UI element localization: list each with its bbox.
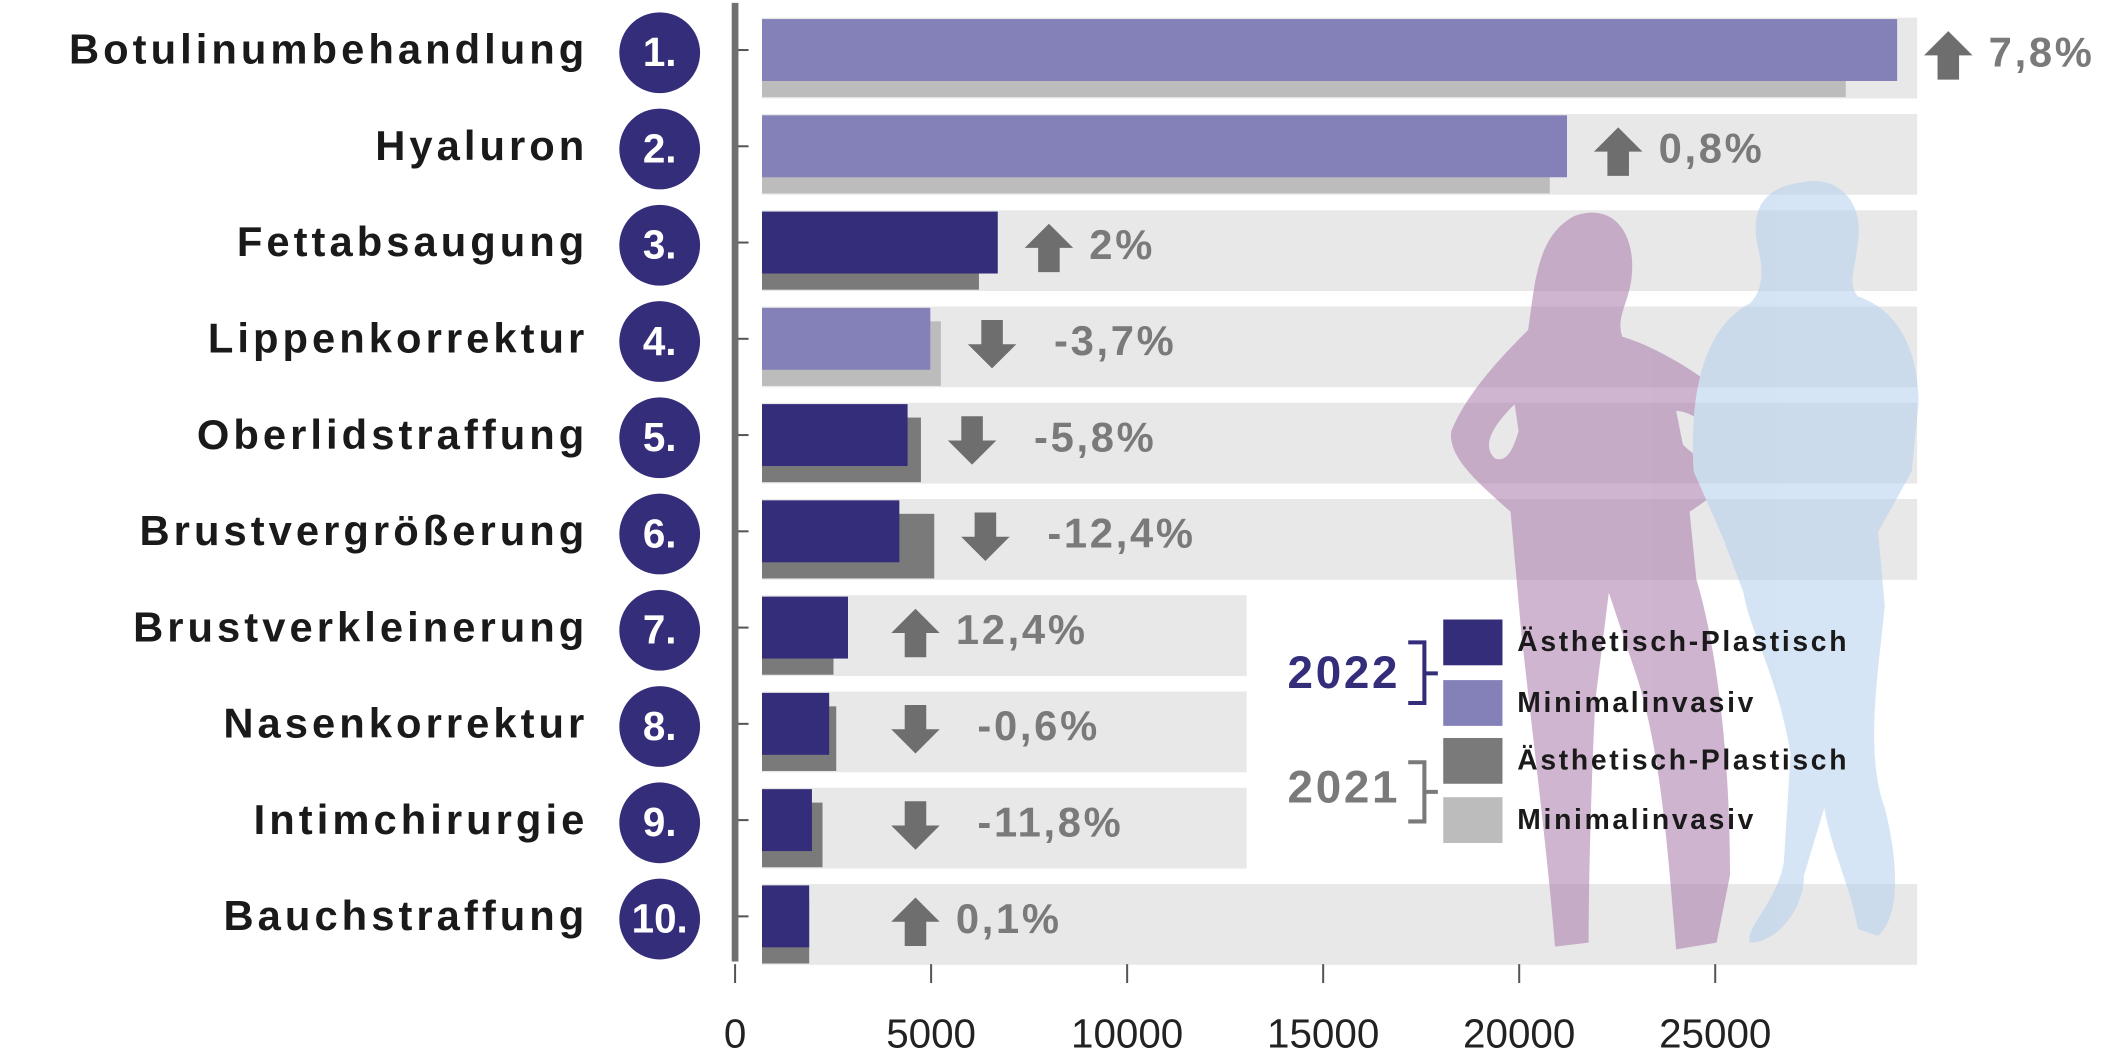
legend-swatch (1443, 797, 1503, 843)
legend-swatch (1443, 680, 1503, 726)
row-band (762, 691, 1247, 773)
y-tick-label: Nasenkorrektur (223, 700, 588, 747)
change-label: 2% (1089, 221, 1155, 268)
bar (762, 404, 908, 467)
rank-label: 6. (643, 510, 677, 556)
x-tick-label: 10000 (1071, 1011, 1183, 1057)
rank-label: 10. (632, 895, 688, 941)
rank-badge (619, 686, 701, 767)
rank-badge (619, 589, 701, 671)
x-tick-label: 15000 (1267, 1011, 1379, 1057)
rank-badge (619, 397, 701, 479)
legend-label: Minimalinvasiv (1517, 803, 1756, 835)
y-tick-label: Hyaluron (375, 122, 588, 169)
bar (762, 19, 1898, 81)
row-band (762, 884, 1918, 965)
rank-badge (619, 782, 701, 864)
y-tick-label: Bauchstraffung (224, 892, 589, 939)
rank-badge (619, 301, 701, 382)
trend-arrow (1593, 127, 1643, 176)
legend-label: Ästhetisch-Plastisch (1517, 744, 1849, 776)
rank-badge (619, 108, 701, 190)
trend-arrow (891, 801, 940, 850)
legend-group-label: 2022 (1288, 647, 1401, 698)
legend-swatch (1443, 737, 1503, 784)
trend-arrow (891, 897, 940, 946)
legend-group-label: 2021 (1288, 762, 1401, 813)
y-tick-label: Brustverkleinerung (133, 603, 588, 650)
rank-label: 8. (643, 703, 677, 749)
row-band (762, 787, 1247, 869)
y-tick-label: Oberlidstraffung (197, 411, 588, 458)
y-tick-label: Intimchirurgie (254, 796, 589, 843)
rank-label: 1. (643, 29, 677, 75)
bar (762, 596, 848, 659)
bar (762, 500, 900, 563)
x-tick-label: 20000 (1463, 1011, 1575, 1057)
bar (762, 885, 810, 948)
rank-label: 2. (643, 125, 677, 171)
rank-badge (619, 12, 701, 94)
legend-label: Minimalinvasiv (1517, 686, 1756, 718)
silhouette-woman (1450, 212, 1757, 950)
bar (762, 115, 1568, 178)
bar (762, 307, 931, 370)
y-tick-label: Lippenkorrektur (208, 315, 588, 362)
trend-arrow (947, 416, 997, 465)
rank-label: 9. (643, 799, 677, 845)
legend-swatch (1443, 619, 1503, 666)
rank-label: 5. (643, 414, 677, 460)
bar (762, 692, 830, 755)
change-label: 0,8% (1659, 125, 1765, 172)
rank-badge (619, 878, 701, 960)
rank-label: 3. (643, 222, 677, 268)
change-label: 7,8% (1989, 28, 2095, 75)
change-label: -0,6% (977, 702, 1099, 749)
rank-label: 4. (643, 318, 677, 364)
legend-label: Ästhetisch-Plastisch (1517, 625, 1849, 657)
legend-items: Ästhetisch-Plastisch Minimalinvasiv Ästhet… (1443, 619, 1849, 843)
change-label: 0,1% (956, 895, 1062, 942)
rank-label: 7. (643, 607, 677, 653)
x-tick-label: 25000 (1659, 1011, 1771, 1057)
plot: 0 5000 10000 15000 20000 25000 Botulinumbehand… (69, 12, 2095, 1057)
y-tick-label: Brustvergrößerung (140, 507, 589, 554)
change-label: 12,4% (956, 606, 1088, 653)
bar (762, 789, 812, 852)
change-label: -12,4% (1047, 510, 1195, 557)
trend-arrow (891, 704, 940, 754)
y-tick-label: Botulinumbehandlung (69, 26, 588, 73)
x-tick-label: 5000 (886, 1011, 976, 1057)
change-label: -11,8% (977, 799, 1123, 846)
silhouettes (1450, 180, 1919, 950)
legend-bracket (1408, 760, 1438, 824)
silhouette-man (1692, 180, 1919, 943)
legend: 2022 2021 Ästhetisch-Plastisch Minimalinv… (1288, 619, 1849, 843)
legend-bracket (1408, 640, 1438, 705)
rank-badge (619, 204, 701, 286)
x-tick-label: 0 (724, 1011, 746, 1057)
rank-badge (619, 493, 701, 575)
bar (762, 211, 998, 274)
change-label: -5,8% (1034, 413, 1156, 460)
trend-arrow (1924, 31, 1973, 80)
change-label: -3,7% (1054, 317, 1176, 364)
y-tick-label: Fettabsaugung (237, 218, 588, 265)
